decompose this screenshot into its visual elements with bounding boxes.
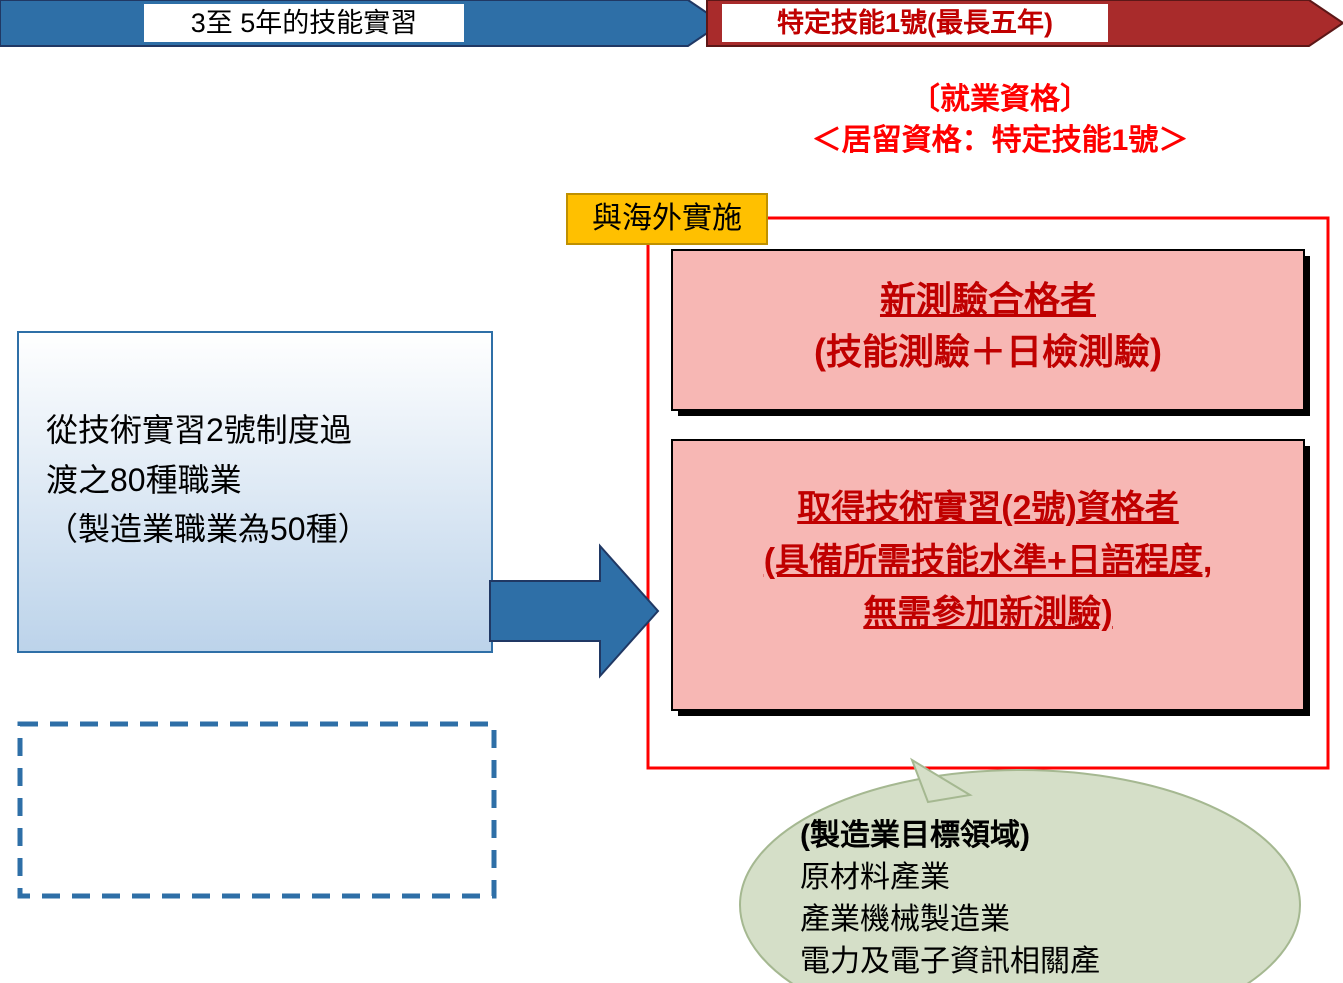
blue-box-line3: （製造業職業為50種） [46,505,500,555]
red-box-1-line2: (技能測驗＋日檢測驗) [672,326,1304,378]
qual-header-line2: ＜居留資格：特定技能1號＞ [720,121,1280,162]
bubble-line3: 產業機械製造業 [800,899,1300,941]
red-box-1-text: 新測驗合格者 (技能測驗＋日檢測驗) [672,274,1304,378]
red-box-2-text: 取得技術實習(2號)資格者 (具備所需技能水準+日語程度, 無需參加新測驗) [672,482,1304,640]
bubble-line2: 原材料產業 [800,857,1300,899]
yellow-tab-text: 與海外實施 [567,194,767,244]
top-red-label: 特定技能1號(最長五年) [722,4,1108,42]
qual-header-line1: 〔就業資格〕 [720,80,1280,121]
blue-box-text: 從技術實習2號制度過 渡之80種職業 （製造業職業為50種） [46,406,500,555]
dashed-box [20,724,494,896]
bubble-text: (製造業目標領域) 原材料產業 產業機械製造業 電力及電子資訊相關產 [800,815,1300,983]
blue-box-line1: 從技術實習2號制度過 [46,406,500,456]
blue-box-line2: 渡之80種職業 [46,456,500,506]
center-arrow [490,546,658,676]
bubble-line1: (製造業目標領域) [800,815,1300,857]
red-box-2-line3: 無需參加新測驗) [672,587,1304,640]
qualification-header: 〔就業資格〕 ＜居留資格：特定技能1號＞ [720,80,1280,161]
bubble-line4: 電力及電子資訊相關產 [800,941,1300,983]
red-box-1-line1: 新測驗合格者 [672,274,1304,326]
red-box-2-line2: (具備所需技能水準+日語程度, [672,535,1304,588]
red-box-2-line1: 取得技術實習(2號)資格者 [672,482,1304,535]
top-blue-label: 3至 5年的技能實習 [144,4,464,42]
